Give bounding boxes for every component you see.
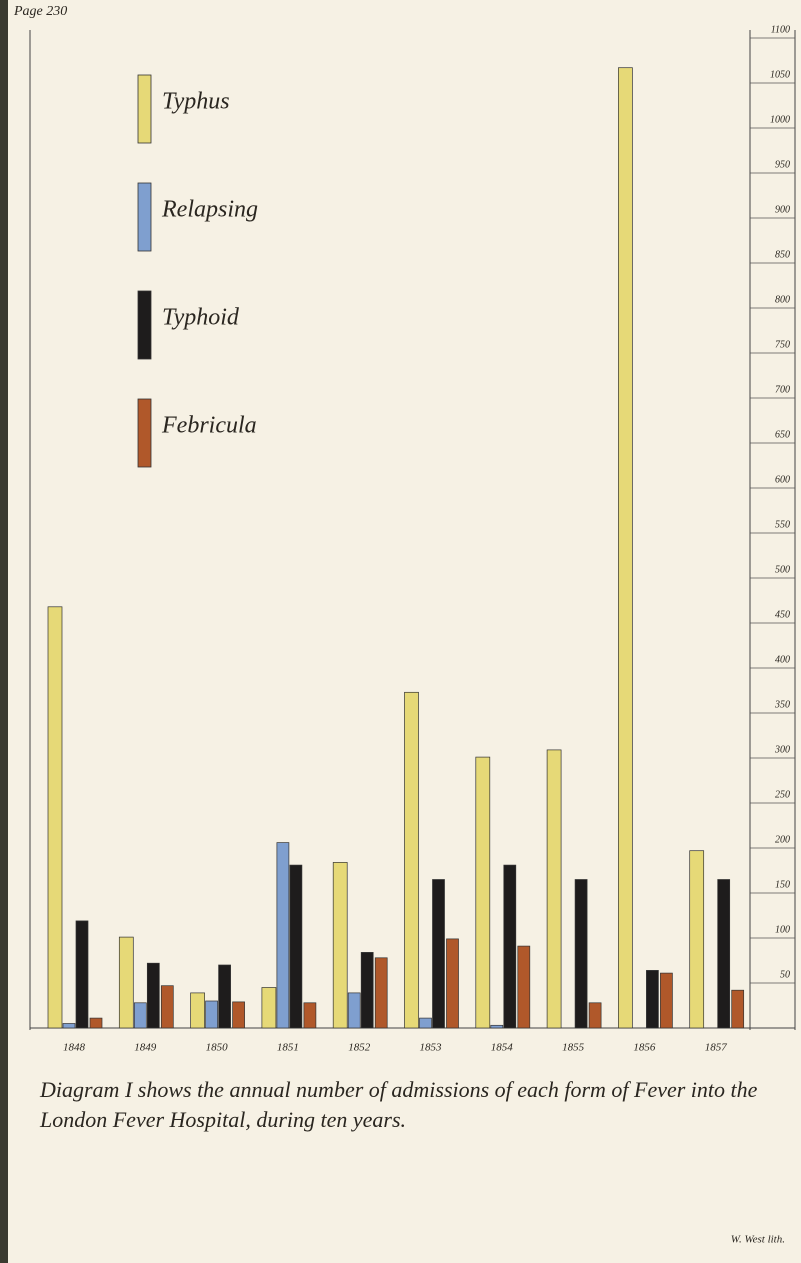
page-number: Page 230 [13, 4, 67, 19]
y-tick-label: 550 [775, 519, 790, 530]
legend-swatch [137, 74, 152, 144]
bar [646, 970, 659, 1029]
bar [276, 842, 290, 1029]
y-tick-label: 400 [775, 654, 790, 665]
legend-label: Febricula [161, 413, 257, 439]
bar [332, 862, 348, 1029]
bar [574, 879, 588, 1029]
y-tick-label: 650 [775, 429, 790, 440]
bar [62, 1023, 76, 1029]
x-tick-label: 1848 [63, 1042, 86, 1054]
x-tick-label: 1855 [562, 1042, 585, 1054]
bar [347, 992, 361, 1029]
x-tick-label: 1853 [420, 1042, 443, 1054]
y-tick-label: 1000 [770, 114, 790, 125]
bar [75, 920, 89, 1029]
bar [374, 957, 388, 1029]
x-tick-label: 1850 [206, 1042, 229, 1054]
legend-swatch [137, 398, 152, 468]
bar [360, 952, 374, 1029]
chart-title: Diagram I shows the annual number of adm… [40, 1077, 758, 1132]
y-tick-label: 850 [775, 249, 790, 260]
y-tick-label: 750 [775, 339, 790, 350]
bar [404, 691, 419, 1029]
bar [190, 992, 205, 1029]
bar [303, 1002, 317, 1029]
y-tick-label: 800 [775, 294, 790, 305]
x-tick-label: 1852 [348, 1042, 371, 1054]
y-tick-label: 700 [775, 384, 790, 395]
x-tick-label: 1851 [277, 1042, 299, 1054]
y-tick-label: 350 [774, 699, 790, 710]
bar [261, 987, 277, 1029]
bar [490, 1024, 504, 1029]
y-tick-label: 300 [774, 744, 790, 755]
x-tick-label: 1857 [705, 1042, 728, 1054]
bar [517, 945, 531, 1029]
bar [588, 1002, 602, 1029]
x-tick-label: 1854 [491, 1042, 514, 1054]
bar [133, 1002, 147, 1029]
bar [475, 756, 491, 1029]
y-tick-label: 450 [775, 609, 790, 620]
bar [146, 962, 160, 1029]
y-tick-label: 250 [775, 789, 790, 800]
engraver: W. West lith. [731, 1234, 785, 1246]
bar [160, 985, 174, 1029]
legend-swatch [137, 182, 152, 252]
y-tick-label: 1050 [770, 69, 790, 80]
y-tick-label: 600 [775, 474, 790, 485]
bar [218, 964, 231, 1029]
y-tick-label: 100 [775, 924, 790, 935]
legend-label: Typhoid [162, 305, 240, 331]
bar [419, 1017, 432, 1029]
y-tick-label: 50 [780, 969, 790, 980]
bar [118, 936, 134, 1029]
page-edge [0, 0, 8, 1263]
y-tick-label: 150 [775, 879, 790, 890]
bar [432, 879, 445, 1029]
bar [689, 850, 705, 1029]
x-tick-label: 1849 [134, 1042, 157, 1054]
bar [731, 989, 745, 1029]
bar [503, 864, 517, 1029]
bar [205, 1000, 218, 1029]
bar [289, 864, 303, 1029]
bar [660, 972, 673, 1029]
y-tick-label: 1100 [771, 24, 790, 35]
bar [232, 1001, 245, 1029]
legend-label: Relapsing [161, 197, 258, 223]
legend-label: Typhus [162, 89, 230, 115]
bar [89, 1017, 103, 1029]
bar [546, 749, 562, 1029]
bar [47, 606, 63, 1029]
y-tick-label: 200 [775, 834, 790, 845]
y-tick-label: 950 [775, 159, 790, 170]
y-tick-label: 900 [775, 204, 790, 215]
bar [446, 938, 459, 1029]
bar [717, 879, 731, 1029]
bar [618, 67, 633, 1029]
x-tick-label: 1856 [633, 1042, 656, 1054]
y-tick-label: 500 [775, 564, 790, 575]
legend-swatch [137, 290, 152, 360]
